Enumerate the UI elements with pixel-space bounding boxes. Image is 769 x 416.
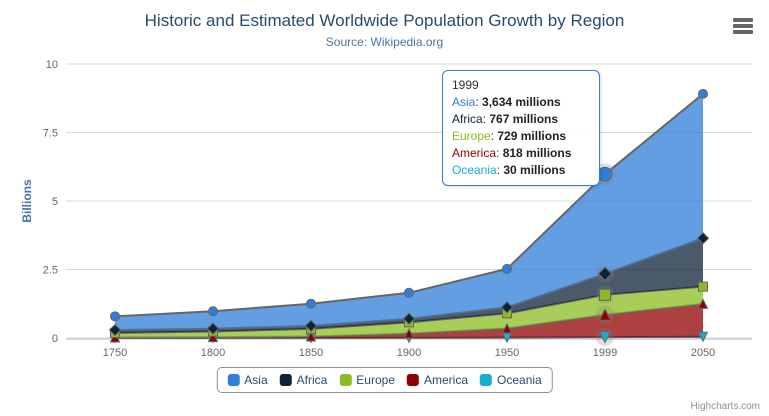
x-axis-tick-label: 1999 xyxy=(593,347,617,359)
legend-item-africa[interactable]: Africa xyxy=(279,373,328,387)
x-axis-tick-label: 2050 xyxy=(691,347,715,359)
x-axis-tick-label: 1850 xyxy=(299,347,323,359)
hamburger-icon xyxy=(733,30,753,34)
marker-africa[interactable] xyxy=(696,232,710,245)
legend-label: Oceania xyxy=(497,373,542,387)
marker-asia[interactable] xyxy=(110,311,120,322)
marker-europe[interactable] xyxy=(599,288,611,301)
marker-oceania[interactable] xyxy=(697,331,709,343)
legend-item-asia[interactable]: Asia xyxy=(227,373,268,387)
hamburger-icon xyxy=(733,24,753,28)
marker-asia[interactable] xyxy=(597,166,613,182)
legend-swatch xyxy=(279,374,292,386)
marker-asia[interactable] xyxy=(208,306,218,317)
marker-africa[interactable] xyxy=(304,319,318,333)
legend-item-oceania[interactable]: Oceania xyxy=(480,373,542,387)
legend-item-america[interactable]: America xyxy=(407,373,468,387)
marker-asia[interactable] xyxy=(306,298,316,309)
marker-europe[interactable] xyxy=(698,281,708,292)
hamburger-icon xyxy=(733,18,753,22)
marker-america[interactable] xyxy=(598,308,612,321)
marker-africa[interactable] xyxy=(597,266,613,281)
credits-link[interactable]: Highcharts.com xyxy=(690,401,760,412)
legend-item-europe[interactable]: Europe xyxy=(339,373,395,387)
y-axis-tick-label: 0 xyxy=(52,333,58,345)
area-america[interactable] xyxy=(115,303,703,338)
legend-swatch xyxy=(227,374,240,386)
legend-label: Asia xyxy=(244,373,268,387)
marker-africa[interactable] xyxy=(108,323,122,337)
legend-label: Europe xyxy=(356,373,396,387)
y-axis-tick-label: 7.5 xyxy=(43,128,58,140)
legend-label: Africa xyxy=(296,373,328,387)
marker-asia[interactable] xyxy=(502,263,512,274)
chart-subtitle: Source: Wikipedia.org xyxy=(325,35,444,49)
x-axis-tick-label: 1900 xyxy=(397,347,421,359)
legend-swatch xyxy=(407,374,420,386)
legend: Asia Africa Europe America Oceania xyxy=(216,367,553,393)
marker-africa[interactable] xyxy=(402,312,416,325)
export-menu-button[interactable] xyxy=(731,16,755,36)
marker-oceania[interactable] xyxy=(598,331,612,344)
y-axis-tick-label: 5 xyxy=(52,196,58,208)
y-axis-tick-label: 2.5 xyxy=(43,265,58,277)
x-axis-tick-label: 1950 xyxy=(495,347,519,359)
marker-america[interactable] xyxy=(305,330,317,342)
y-axis-tick-label: 10 xyxy=(46,59,58,71)
legend-swatch xyxy=(339,374,352,386)
marker-america[interactable] xyxy=(697,298,709,309)
x-axis-tick-label: 1750 xyxy=(103,347,127,359)
chart-title: Historic and Estimated Worldwide Populat… xyxy=(144,11,625,30)
marker-asia[interactable] xyxy=(404,287,414,298)
marker-america[interactable] xyxy=(207,331,219,343)
area-africa[interactable] xyxy=(115,238,703,333)
marker-africa[interactable] xyxy=(500,301,514,314)
x-axis-tick-label: 1800 xyxy=(201,347,225,359)
area-asia[interactable] xyxy=(115,93,703,331)
marker-asia[interactable] xyxy=(698,88,708,99)
legend-swatch xyxy=(480,374,493,386)
legend-label: America xyxy=(424,373,469,387)
marker-africa[interactable] xyxy=(206,322,220,335)
marker-america[interactable] xyxy=(403,327,415,339)
marker-america[interactable] xyxy=(501,322,513,334)
